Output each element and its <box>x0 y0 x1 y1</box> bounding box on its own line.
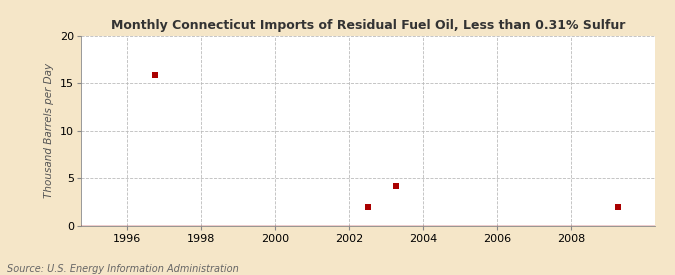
Point <box>362 204 373 209</box>
Title: Monthly Connecticut Imports of Residual Fuel Oil, Less than 0.31% Sulfur: Monthly Connecticut Imports of Residual … <box>111 19 625 32</box>
Y-axis label: Thousand Barrels per Day: Thousand Barrels per Day <box>45 63 55 198</box>
Text: Source: U.S. Energy Information Administration: Source: U.S. Energy Information Administ… <box>7 264 238 274</box>
Point <box>612 204 623 209</box>
Point <box>150 72 161 77</box>
Point <box>390 183 401 188</box>
